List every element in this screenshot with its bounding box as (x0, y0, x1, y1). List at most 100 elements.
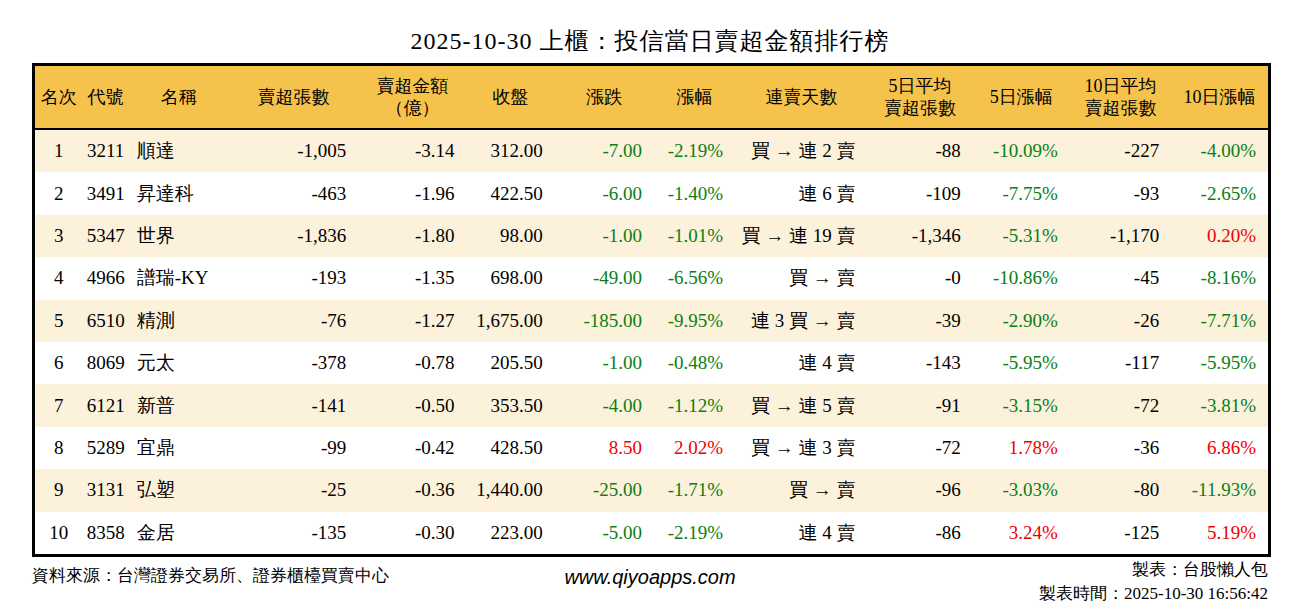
cell-rank: 9 (34, 469, 83, 511)
cell-sell-streak: 連 4 賣 (735, 512, 867, 556)
col-header-name: 名稱 (129, 65, 229, 130)
cell-change-pct: -1.40% (654, 172, 735, 214)
table-row: 6 8069 元太 -378 -0.78 205.50 -1.00 -0.48%… (34, 342, 1270, 384)
cell-rank: 4 (34, 257, 83, 299)
cell-pct5: -2.90% (973, 300, 1070, 342)
cell-sell-shares: -135 (229, 512, 358, 556)
cell-stock-name: 金居 (129, 512, 229, 556)
cell-avg10-shares: -36 (1070, 427, 1171, 469)
cell-sell-amount: -1.80 (358, 215, 466, 257)
table-header-row: 名次代號名稱賣超張數賣超金額（億）收盤漲跌漲幅連賣天數5日平均賣超張數5日漲幅1… (34, 65, 1270, 130)
cell-pct10: -2.65% (1171, 172, 1269, 214)
col-header-code: 代號 (83, 65, 129, 130)
cell-sell-amount: -0.30 (358, 512, 466, 556)
cell-stock-name: 世界 (129, 215, 229, 257)
cell-avg5-shares: -88 (867, 129, 972, 172)
cell-sell-amount: -0.78 (358, 342, 466, 384)
cell-rank: 7 (34, 384, 83, 426)
cell-stock-name: 精測 (129, 300, 229, 342)
cell-sell-shares: -1,836 (229, 215, 358, 257)
table-row: 10 8358 金居 -135 -0.30 223.00 -5.00 -2.19… (34, 512, 1270, 556)
cell-avg10-shares: -45 (1070, 257, 1171, 299)
cell-avg5-shares: -96 (867, 469, 972, 511)
cell-stock-code: 5347 (83, 215, 129, 257)
cell-avg10-shares: -80 (1070, 469, 1171, 511)
col-header-sell_shares: 賣超張數 (229, 65, 358, 130)
cell-change: -25.00 (555, 469, 654, 511)
header-row: 名次代號名稱賣超張數賣超金額（億）收盤漲跌漲幅連賣天數5日平均賣超張數5日漲幅1… (34, 65, 1270, 130)
cell-stock-name: 宜鼎 (129, 427, 229, 469)
ranking-page: 2025-10-30 上櫃：投信當日賣超金額排行榜 名次代號名稱賣超張數賣超金額… (0, 0, 1300, 612)
cell-change-pct: -2.19% (654, 512, 735, 556)
cell-pct10: -3.81% (1171, 384, 1269, 426)
cell-change: -49.00 (555, 257, 654, 299)
col-header-rank: 名次 (34, 65, 83, 130)
cell-sell-shares: -99 (229, 427, 358, 469)
cell-rank: 1 (34, 129, 83, 172)
cell-sell-streak: 買 → 連 2 賣 (735, 129, 867, 172)
cell-stock-name: 昇達科 (129, 172, 229, 214)
cell-pct5: -3.15% (973, 384, 1070, 426)
cell-stock-code: 4966 (83, 257, 129, 299)
col-header-avg5: 5日平均賣超張數 (867, 65, 972, 130)
cell-close-price: 698.00 (467, 257, 555, 299)
cell-sell-streak: 買 → 連 3 賣 (735, 427, 867, 469)
page-title: 2025-10-30 上櫃：投信當日賣超金額排行榜 (0, 25, 1300, 57)
cell-sell-amount: -1.35 (358, 257, 466, 299)
cell-rank: 8 (34, 427, 83, 469)
cell-stock-name: 元太 (129, 342, 229, 384)
cell-sell-shares: -25 (229, 469, 358, 511)
cell-pct10: -11.93% (1171, 469, 1269, 511)
cell-change-pct: -0.48% (654, 342, 735, 384)
cell-sell-amount: -3.14 (358, 129, 466, 172)
cell-sell-shares: -463 (229, 172, 358, 214)
table-row: 4 4966 譜瑞-KY -193 -1.35 698.00 -49.00 -6… (34, 257, 1270, 299)
maker-line: 製表：台股懶人包 (1039, 558, 1268, 582)
cell-close-price: 422.50 (467, 172, 555, 214)
cell-sell-shares: -1,005 (229, 129, 358, 172)
cell-change: -7.00 (555, 129, 654, 172)
cell-rank: 5 (34, 300, 83, 342)
table-row: 9 3131 弘塑 -25 -0.36 1,440.00 -25.00 -1.7… (34, 469, 1270, 511)
cell-close-price: 98.00 (467, 215, 555, 257)
cell-stock-code: 6121 (83, 384, 129, 426)
cell-change-pct: 2.02% (654, 427, 735, 469)
cell-close-price: 205.50 (467, 342, 555, 384)
col-header-pct5: 5日漲幅 (973, 65, 1070, 130)
cell-sell-amount: -1.27 (358, 300, 466, 342)
ranking-table: 名次代號名稱賣超張數賣超金額（億）收盤漲跌漲幅連賣天數5日平均賣超張數5日漲幅1… (32, 63, 1271, 557)
cell-close-price: 353.50 (467, 384, 555, 426)
cell-sell-streak: 買 → 賣 (735, 469, 867, 511)
cell-change-pct: -9.95% (654, 300, 735, 342)
cell-sell-shares: -76 (229, 300, 358, 342)
cell-change: -6.00 (555, 172, 654, 214)
cell-stock-name: 順達 (129, 129, 229, 172)
cell-sell-shares: -378 (229, 342, 358, 384)
cell-pct10: -5.95% (1171, 342, 1269, 384)
cell-change: -5.00 (555, 512, 654, 556)
cell-avg5-shares: -39 (867, 300, 972, 342)
cell-sell-streak: 連 3 買 → 賣 (735, 300, 867, 342)
table-row: 7 6121 新普 -141 -0.50 353.50 -4.00 -1.12%… (34, 384, 1270, 426)
col-header-change_pct: 漲幅 (654, 65, 735, 130)
cell-avg5-shares: -72 (867, 427, 972, 469)
cell-avg10-shares: -72 (1070, 384, 1171, 426)
cell-sell-shares: -193 (229, 257, 358, 299)
cell-avg5-shares: -143 (867, 342, 972, 384)
cell-change-pct: -1.12% (654, 384, 735, 426)
cell-avg10-shares: -26 (1070, 300, 1171, 342)
cell-pct10: -4.00% (1171, 129, 1269, 172)
cell-pct10: 5.19% (1171, 512, 1269, 556)
table-row: 1 3211 順達 -1,005 -3.14 312.00 -7.00 -2.1… (34, 129, 1270, 172)
cell-change-pct: -1.71% (654, 469, 735, 511)
table-row: 3 5347 世界 -1,836 -1.80 98.00 -1.00 -1.01… (34, 215, 1270, 257)
col-header-change: 漲跌 (555, 65, 654, 130)
table-row: 8 5289 宜鼎 -99 -0.42 428.50 8.50 2.02% 買 … (34, 427, 1270, 469)
cell-avg10-shares: -125 (1070, 512, 1171, 556)
cell-avg10-shares: -227 (1070, 129, 1171, 172)
cell-change: -185.00 (555, 300, 654, 342)
cell-avg5-shares: -1,346 (867, 215, 972, 257)
cell-pct10: 0.20% (1171, 215, 1269, 257)
cell-pct5: -10.86% (973, 257, 1070, 299)
cell-change: -4.00 (555, 384, 654, 426)
